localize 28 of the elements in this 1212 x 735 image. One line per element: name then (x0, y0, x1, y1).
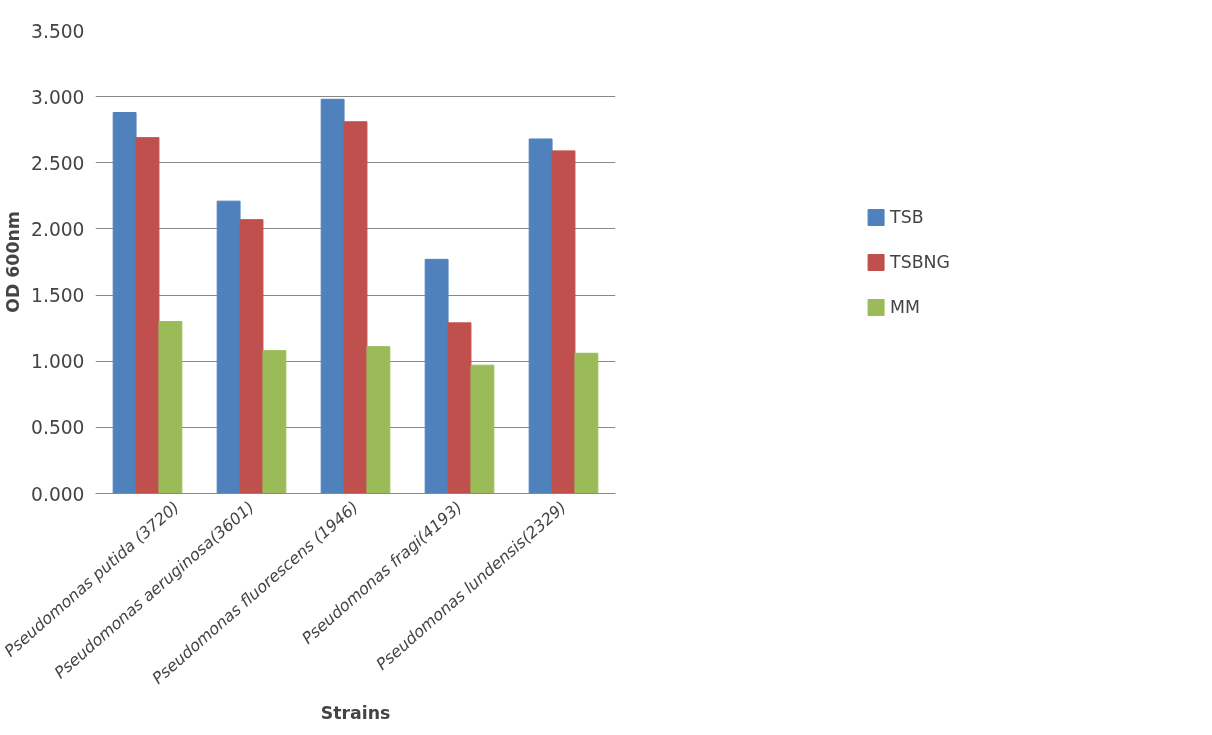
legend-label: TSB (890, 206, 924, 227)
y-tick-label: 1.500 (31, 285, 85, 307)
bar (470, 364, 495, 494)
y-tick-label: 0.500 (31, 417, 85, 439)
legend-label: TSBNG (890, 251, 950, 272)
bar (343, 121, 368, 494)
bar (366, 346, 391, 494)
y-axis-title: OD 600nm (3, 211, 24, 313)
bar (158, 321, 183, 494)
bar (239, 219, 264, 494)
y-tick-label: 2.500 (31, 152, 85, 174)
bar (424, 258, 449, 494)
bar (447, 322, 472, 494)
bar (574, 352, 599, 494)
y-tick-label: 1.000 (31, 351, 85, 373)
bar (551, 150, 576, 494)
bar (135, 137, 160, 494)
bar (216, 200, 241, 494)
bar (262, 350, 287, 494)
y-tick-label: 3.000 (31, 86, 85, 108)
y-tick-label: 3.500 (31, 20, 85, 42)
bar (112, 112, 137, 494)
y-tick-label: 0.000 (31, 483, 85, 505)
x-axis-title: Strains (320, 702, 391, 723)
y-tick-label: 2.000 (31, 218, 85, 240)
bar (528, 138, 553, 494)
legend-label: MM (890, 296, 920, 317)
bar (320, 98, 345, 494)
